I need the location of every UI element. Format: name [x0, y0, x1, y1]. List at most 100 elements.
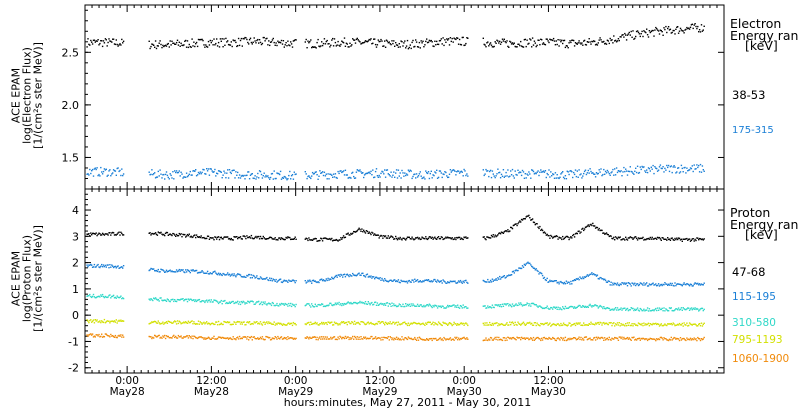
data-point: [595, 323, 598, 325]
data-point: [171, 337, 173, 339]
data-point: [226, 301, 228, 304]
data-point: [403, 305, 405, 308]
data-point: [688, 238, 691, 240]
data-point: [483, 236, 485, 238]
data-point: [531, 218, 534, 220]
data-point: [93, 263, 96, 266]
data-point: [513, 272, 515, 274]
data-point: [635, 237, 638, 240]
data-point: [562, 324, 564, 326]
data-point: [510, 226, 512, 229]
data-point: [698, 309, 701, 311]
data-point: [464, 170, 466, 172]
data-point: [294, 281, 296, 284]
data-point: [283, 323, 285, 326]
data-point: [252, 238, 254, 240]
data-point: [696, 283, 698, 285]
data-point: [698, 31, 700, 33]
data-point: [690, 239, 693, 241]
data-point: [411, 41, 413, 44]
data-point: [416, 323, 419, 325]
data-point: [638, 237, 641, 240]
data-point: [647, 338, 650, 340]
data-point: [429, 321, 431, 323]
data-point: [541, 229, 544, 232]
data-point: [222, 238, 224, 240]
data-point: [326, 323, 328, 326]
data-point: [261, 278, 264, 280]
data-point: [238, 335, 241, 338]
data-point: [277, 280, 279, 282]
data-point: [176, 39, 179, 41]
data-point: [390, 305, 392, 307]
data-point: [447, 236, 449, 238]
data-point: [446, 323, 448, 325]
data-point: [423, 304, 425, 307]
data-point: [205, 44, 207, 46]
data-point: [496, 304, 498, 306]
data-point: [520, 218, 523, 221]
data-point: [281, 43, 284, 45]
data-point: [501, 303, 504, 305]
data-point: [655, 167, 657, 169]
data-point: [335, 338, 337, 340]
data-point: [321, 323, 324, 325]
data-point: [465, 279, 467, 282]
data-point: [465, 42, 467, 45]
data-point: [374, 337, 376, 339]
data-point: [545, 38, 547, 40]
data-point: [565, 307, 568, 309]
data-point: [514, 338, 516, 340]
data-point: [308, 321, 310, 324]
data-point: [600, 277, 602, 279]
data-point: [604, 170, 607, 173]
data-point: [570, 41, 572, 44]
data-point: [666, 164, 668, 167]
data-point: [175, 337, 178, 339]
data-point: [677, 324, 680, 326]
data-point: [672, 238, 674, 241]
data-point: [359, 228, 361, 231]
data-point: [309, 176, 311, 178]
data-point: [452, 41, 454, 43]
data-point: [463, 306, 465, 309]
data-point: [285, 177, 287, 179]
data-point: [520, 323, 523, 325]
data-point: [346, 273, 348, 275]
data-point: [415, 305, 417, 307]
data-point: [259, 276, 262, 278]
data-point: [184, 233, 186, 236]
data-point: [276, 172, 278, 174]
data-point: [641, 283, 643, 285]
data-point: [667, 284, 669, 286]
data-point: [499, 233, 502, 235]
data-point: [98, 173, 100, 176]
data-point: [504, 339, 506, 342]
data-point: [263, 237, 265, 239]
data-point: [640, 324, 642, 326]
data-point: [94, 319, 96, 321]
data-point: [197, 236, 200, 238]
data-point: [179, 175, 181, 177]
data-point: [541, 171, 543, 173]
data-point: [87, 295, 89, 297]
data-point: [483, 174, 485, 177]
data-point: [518, 337, 520, 339]
data-point: [168, 178, 170, 180]
data-point: [426, 321, 429, 324]
data-point: [382, 171, 384, 173]
data-point: [686, 26, 688, 29]
data-point: [102, 233, 105, 235]
data-point: [462, 322, 464, 325]
data-point: [409, 169, 411, 171]
data-point: [562, 39, 565, 42]
data-point: [403, 321, 405, 324]
data-point: [670, 307, 672, 309]
data-point: [150, 336, 152, 338]
data-point: [287, 40, 289, 42]
data-point: [338, 274, 340, 276]
data-point: [288, 174, 290, 177]
data-point: [426, 172, 428, 174]
data-point: [588, 337, 590, 340]
data-point: [243, 275, 245, 278]
